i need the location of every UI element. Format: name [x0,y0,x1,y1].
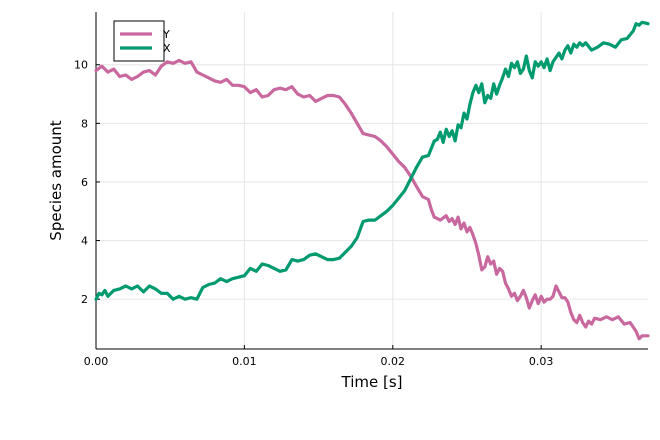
x-tick-label: 0.01 [232,355,257,368]
y-tick-label: 2 [81,293,88,306]
series-line-y [94,58,650,341]
y-axis-title: Species amount [47,120,65,240]
x-tick-label: 0.00 [84,355,109,368]
series-line-x [94,20,650,301]
legend-label-x: X [163,42,171,55]
tick-labels: 0.00 0.01 0.02 0.03 2 4 6 8 10 [74,59,553,368]
legend: YX [113,20,171,62]
x-tick-label: 0.02 [381,355,406,368]
y-tick-label: 8 [81,117,88,130]
x-axis-title: Time [s] [341,373,403,391]
y-tick-label: 4 [81,235,88,248]
y-tick-label: 10 [74,59,88,72]
series-group [94,20,650,341]
legend-label-y: Y [162,28,170,41]
x-tick-label: 0.03 [529,355,554,368]
legend-box [113,20,165,62]
y-tick-label: 6 [81,176,88,189]
axes [95,12,648,350]
